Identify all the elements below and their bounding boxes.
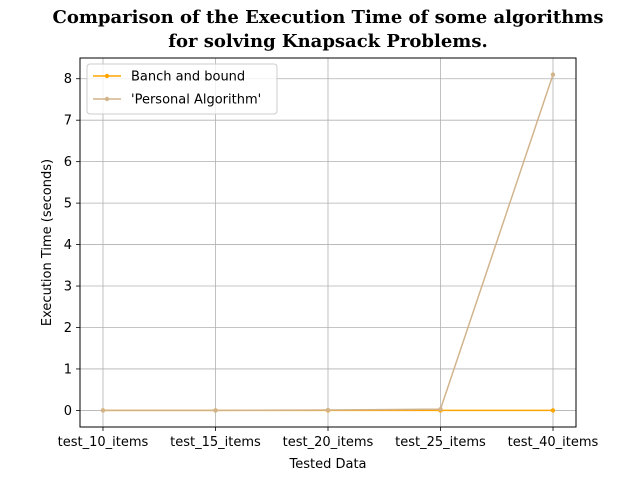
legend-label-personal-algorithm: 'Personal Algorithm' (131, 93, 261, 108)
data-point-personal-algorithm (438, 406, 443, 412)
legend-box (86, 63, 278, 115)
legend-marker-personal-algorithm (104, 96, 110, 102)
legend: Banch and bound 'Personal Algorithm' (86, 63, 278, 115)
y-tick-label: 6 (64, 155, 72, 170)
x-tick-label: test_15_items (170, 435, 261, 450)
legend-marker-banch-and-bound (104, 73, 110, 79)
data-point-personal-algorithm (550, 72, 556, 77)
y-tick-label: 8 (64, 72, 72, 87)
x-axis-ticks: test_10_items test_15_items test_20_items t… (58, 427, 599, 450)
y-axis-ticks: 0 1 2 3 4 5 6 7 8 (64, 72, 80, 419)
chart-title: Comparison of the Execution Time of some… (53, 7, 604, 52)
y-tick-label: 2 (64, 321, 72, 336)
data-point-personal-algorithm (213, 408, 218, 413)
x-tick-label: test_20_items (283, 435, 374, 450)
y-tick-label: 1 (64, 362, 72, 377)
chart-title-line-1: Comparison of the Execution Time of some… (53, 7, 604, 28)
y-tick-label: 3 (64, 280, 72, 295)
data-point-personal-algorithm (100, 408, 106, 413)
y-tick-label: 0 (64, 404, 72, 419)
y-tick-label: 7 (64, 114, 72, 129)
x-axis-label: Tested Data (288, 457, 366, 472)
data-point-personal-algorithm (325, 407, 331, 413)
x-tick-label: test_25_items (395, 435, 486, 450)
x-tick-label: test_10_items (58, 435, 149, 450)
chart-title-line-2: for solving Knapsack Problems. (168, 31, 488, 52)
legend-label-banch-and-bound: Banch and bound (131, 70, 245, 85)
data-series (100, 72, 556, 413)
y-axis-label: Execution Time (seconds) (40, 159, 55, 326)
series-personal-algorithm (100, 72, 556, 413)
y-tick-label: 4 (64, 238, 72, 253)
y-tick-label: 5 (64, 197, 72, 212)
data-point-banch-and-bound (550, 408, 556, 413)
x-tick-label: test_40_items (508, 435, 599, 450)
